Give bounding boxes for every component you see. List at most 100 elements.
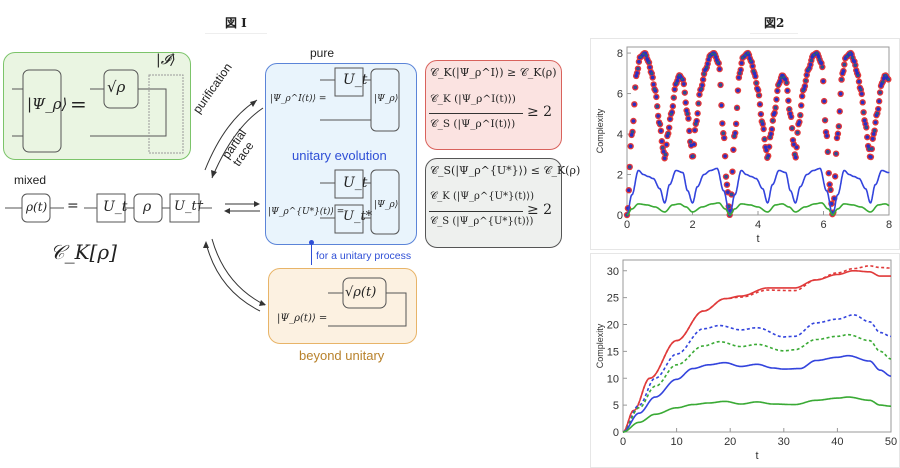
data-point	[631, 119, 636, 123]
data-point	[730, 193, 733, 196]
data-point	[822, 99, 826, 103]
data-point	[865, 126, 868, 129]
data-point	[672, 96, 675, 99]
data-point	[634, 86, 637, 89]
data-point	[775, 89, 780, 93]
data-point	[884, 74, 887, 77]
data-point	[702, 72, 706, 76]
data-point	[628, 165, 631, 169]
mixed-equals: =	[67, 198, 79, 214]
data-point	[636, 67, 640, 70]
y-axis-label: Complexity	[595, 108, 605, 153]
rho-gate: ρ	[143, 199, 152, 215]
y-tick-label: 8	[617, 48, 623, 60]
data-point	[639, 55, 642, 59]
data-point	[860, 100, 865, 105]
identity-ket: |𝓘⟩	[156, 52, 176, 68]
psi-I-t-label: |Ψ_ρ^I(t)⟩ =	[270, 94, 327, 104]
data-point	[766, 156, 769, 159]
data-point	[738, 68, 743, 72]
y-tick-label: 20	[607, 320, 619, 332]
data-point	[818, 58, 821, 61]
data-point	[723, 154, 727, 158]
data-point	[656, 114, 660, 118]
y-tick-label: 0	[613, 427, 619, 439]
data-point	[629, 133, 634, 137]
data-point	[651, 82, 656, 87]
series-green-markers	[625, 51, 890, 217]
gray-inequality-box	[425, 158, 562, 248]
sqrt-rho-gate: √ρ	[107, 78, 126, 96]
data-point	[697, 102, 700, 105]
data-point	[705, 61, 710, 66]
y-tick-label: 4	[617, 129, 623, 141]
U-t-star-gate: U_t*	[343, 209, 373, 224]
data-point	[851, 56, 854, 59]
data-point	[733, 134, 736, 138]
data-point	[654, 95, 659, 99]
data-point	[881, 76, 886, 81]
data-point	[873, 120, 878, 125]
beyond-unitary-box	[268, 268, 417, 344]
data-point	[826, 150, 830, 154]
data-point	[637, 59, 641, 64]
series-green-dotted	[623, 333, 891, 433]
data-point	[759, 112, 763, 116]
data-point	[711, 52, 714, 56]
data-point	[852, 59, 857, 64]
data-point	[772, 111, 777, 115]
data-point	[736, 88, 740, 93]
data-point	[749, 59, 752, 63]
U-t-dagger-gate: U_t†	[174, 199, 204, 214]
data-point	[779, 76, 783, 80]
x-tick-label: 2	[689, 219, 695, 231]
data-point	[760, 120, 763, 123]
plot-frame	[626, 46, 890, 216]
plot-frame	[622, 259, 892, 433]
data-point	[785, 88, 790, 93]
series-red-solid	[622, 270, 891, 433]
data-point	[660, 139, 664, 144]
y-tick-label: 30	[607, 266, 619, 278]
data-point	[631, 130, 634, 134]
data-point	[683, 91, 686, 94]
psi-Ustar-t-label: |Ψ_ρ^{U*}(t)⟩ =	[268, 207, 345, 217]
chart-periodic-complexity: 0 2 4 6 8 0 2 4 6 8 t Complexity	[590, 38, 900, 250]
red-fraction-numerator: 𝒞_K (|Ψ_ρ^I(t)⟩)	[430, 93, 516, 105]
y-tick-label: 2	[617, 170, 623, 182]
data-point	[790, 127, 794, 130]
data-point	[816, 54, 821, 59]
data-point	[761, 127, 766, 131]
data-point	[808, 62, 813, 67]
ck-rho-label: 𝒞_K[ρ]	[50, 240, 117, 264]
data-point	[774, 106, 777, 109]
data-point	[750, 64, 755, 68]
data-point	[812, 53, 816, 57]
data-point	[815, 51, 819, 55]
data-point	[770, 127, 774, 132]
data-point	[697, 92, 702, 97]
data-point	[869, 155, 873, 159]
data-point	[769, 132, 773, 136]
data-point	[719, 103, 724, 108]
data-point	[777, 83, 780, 87]
data-point	[739, 61, 744, 65]
y-tick-label: 5	[613, 400, 619, 412]
figure1-title: 図 I	[205, 12, 267, 34]
data-point	[821, 65, 824, 69]
data-point	[757, 94, 761, 97]
x-tick-label: 50	[885, 436, 897, 448]
data-point	[635, 71, 639, 75]
U-t-gate-bottom: U_t	[343, 175, 368, 191]
y-tick-label: 25	[607, 293, 619, 305]
data-point	[645, 54, 648, 57]
data-point	[738, 72, 741, 75]
data-point	[854, 63, 857, 67]
data-point	[774, 97, 779, 102]
x-tick-label: 8	[886, 219, 892, 231]
chart-complexity-growth: 0 10 20 30 40 50 0 5 10 15 20 25 30 t Complexity	[590, 253, 900, 468]
data-point	[785, 81, 788, 84]
gray-fraction-bar	[429, 211, 523, 212]
data-point	[793, 153, 797, 156]
data-point	[714, 55, 718, 59]
